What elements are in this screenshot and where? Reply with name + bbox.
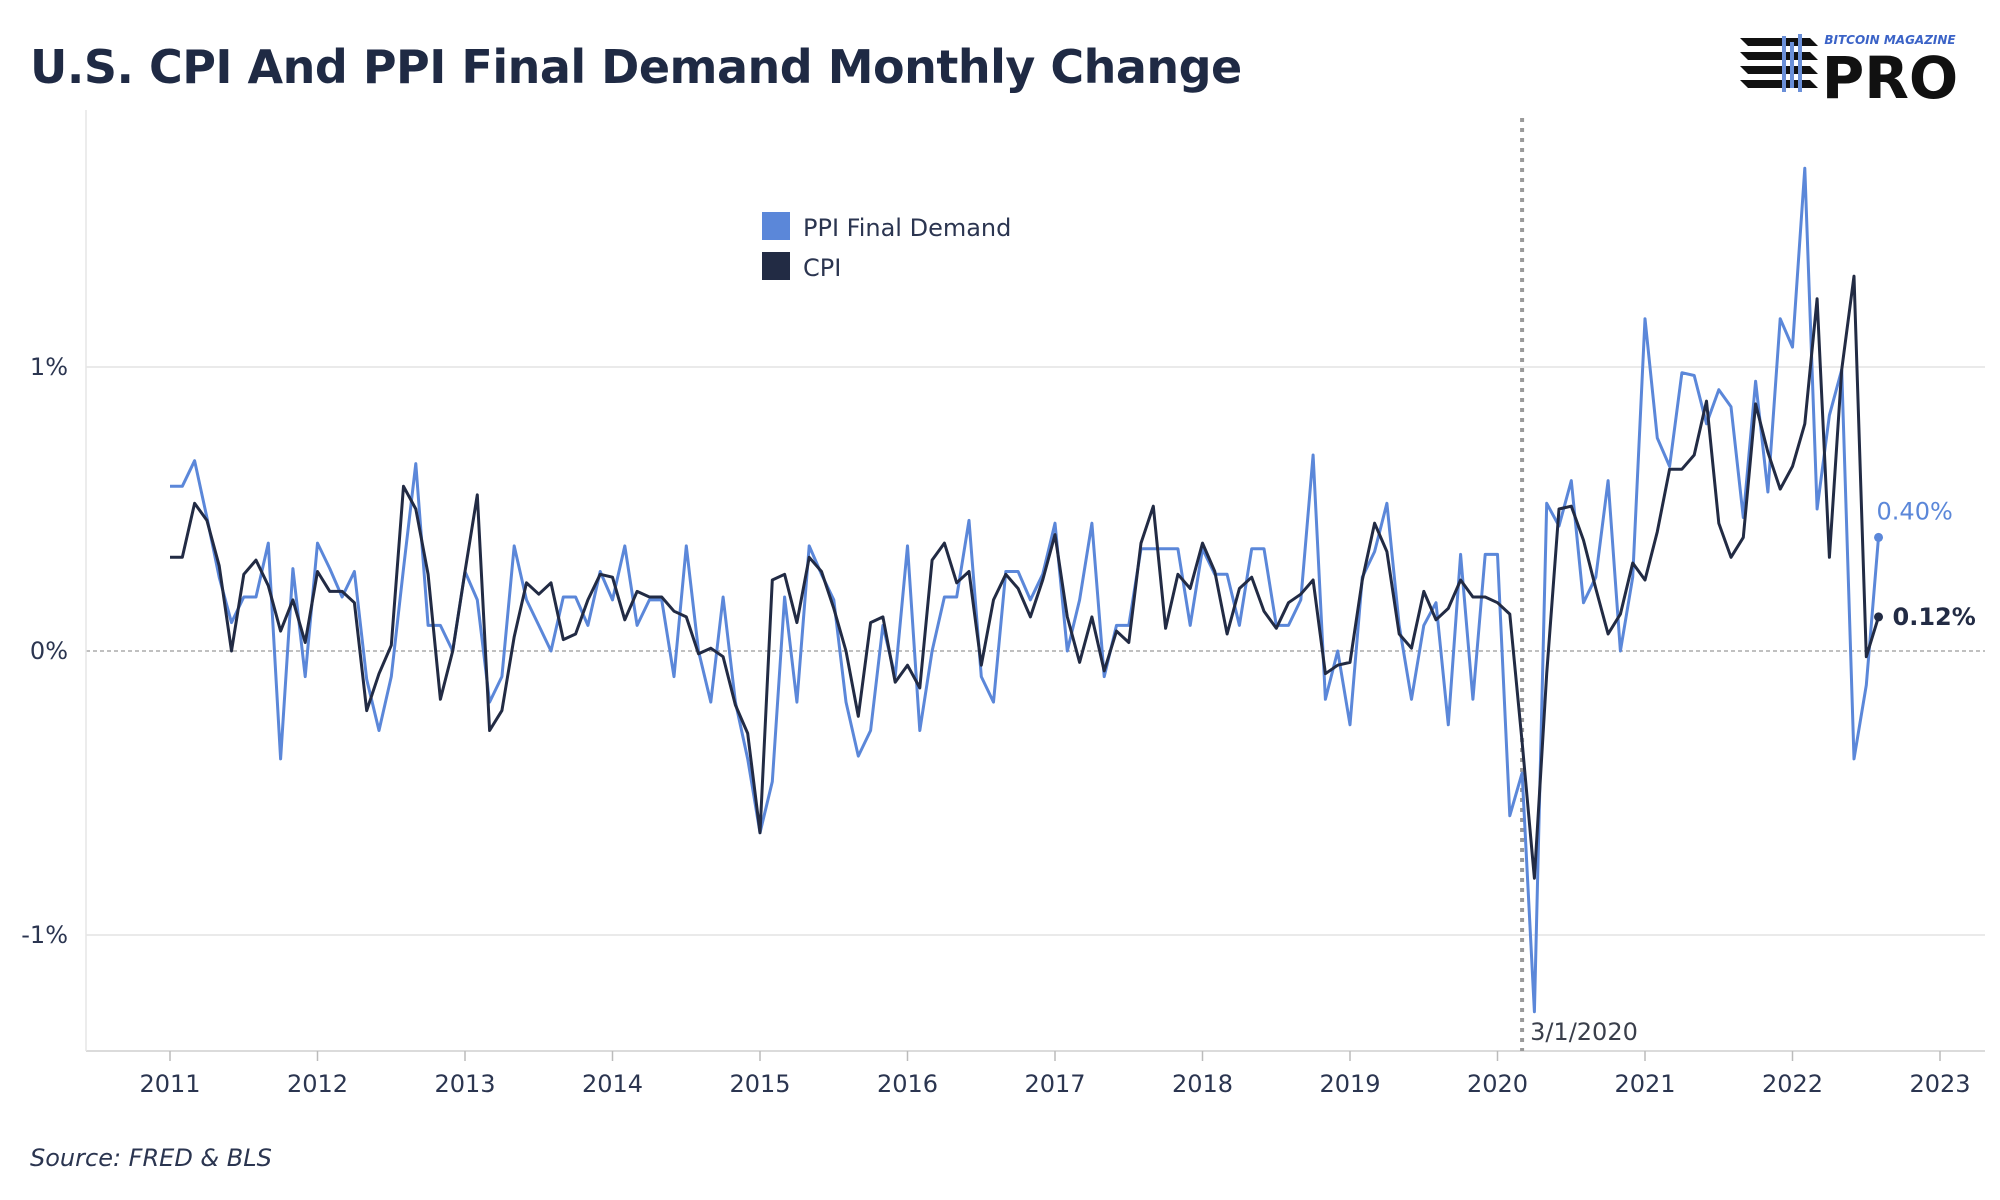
y-axis: -1% 0% 1% [21, 353, 68, 949]
logo-top-text: BITCOIN MAGAZINE [1824, 33, 1956, 47]
chart-title: U.S. CPI And PPI Final Demand Monthly Ch… [30, 40, 1242, 94]
legend-label-cpi: CPI [803, 254, 841, 282]
legend-swatch-ppi [762, 212, 790, 240]
series-lines [170, 166, 1880, 1014]
legend: PPI Final Demand CPI [762, 212, 1011, 282]
grid-lines [86, 366, 1985, 936]
x-tick-label: 2023 [1909, 1070, 1970, 1098]
y-tick-label: 1% [30, 353, 68, 381]
x-tick-label: 2011 [139, 1070, 200, 1098]
y-tick-label: 0% [30, 637, 68, 665]
annotation: 3/1/2020 [1520, 118, 1638, 1051]
x-tick-label: 2020 [1467, 1070, 1528, 1098]
end-label-cpi: 0.12% [1893, 603, 1976, 631]
x-tick-label: 2013 [434, 1070, 495, 1098]
series-line-ppi [170, 166, 1880, 1014]
x-tick-label: 2021 [1614, 1070, 1675, 1098]
x-tick-label: 2012 [287, 1070, 348, 1098]
bitcoin-magazine-pro-logo: BITCOIN MAGAZINE PRO [1740, 33, 1958, 108]
x-tick-label: 2017 [1024, 1070, 1085, 1098]
legend-label-ppi: PPI Final Demand [803, 214, 1011, 242]
logo-main-text: PRO [1822, 44, 1958, 108]
legend-swatch-cpi [762, 252, 790, 280]
x-tick-label: 2016 [877, 1070, 938, 1098]
end-point-cpi [1874, 612, 1884, 622]
x-tick-label: 2019 [1319, 1070, 1380, 1098]
x-tick-label: 2015 [729, 1070, 790, 1098]
x-tick-label: 2022 [1762, 1070, 1823, 1098]
logo-stripes-icon [1740, 34, 1818, 92]
source-note: Source: FRED & BLS [30, 1144, 272, 1172]
end-label-ppi: 0.40% [1877, 497, 1953, 525]
x-axis: 2011 2012 2013 2014 2015 2016 2017 2018 2019 2020… [85, 110, 1985, 1098]
march-2020-marker-label: 3/1/2020 [1530, 1018, 1638, 1046]
x-tick-label: 2018 [1172, 1070, 1233, 1098]
end-labels: 0.40% 0.12% [1874, 497, 1976, 631]
y-tick-label: -1% [21, 921, 68, 949]
x-tick-label: 2014 [582, 1070, 643, 1098]
end-point-ppi [1874, 532, 1884, 542]
series-line-cpi [170, 274, 1880, 880]
